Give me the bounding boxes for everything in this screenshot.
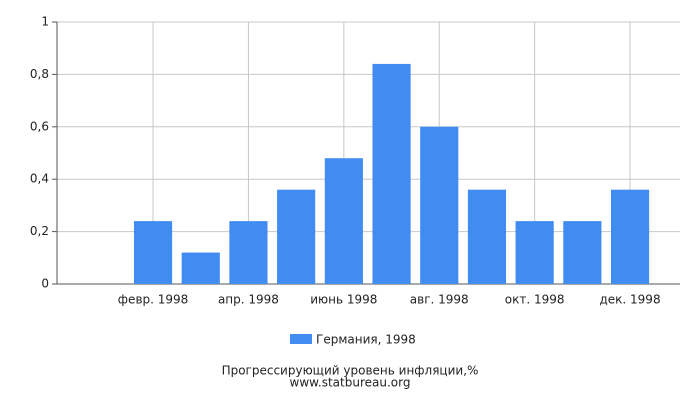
legend-swatch <box>290 334 312 344</box>
bar <box>181 252 220 284</box>
chart-subtitle: www.statbureau.org <box>290 376 411 390</box>
bar <box>420 126 459 284</box>
x-tick-label: июнь 1998 <box>310 293 377 307</box>
x-tick-label: февр. 1998 <box>118 293 189 307</box>
bar <box>229 221 268 284</box>
x-tick-label: авг. 1998 <box>410 293 469 307</box>
x-tick-label: апр. 1998 <box>218 293 279 307</box>
chart-title: Прогрессирующий уровень инфляции,% <box>222 364 479 378</box>
y-tick-label: 0,8 <box>30 67 49 81</box>
y-tick-label: 0,6 <box>30 119 49 133</box>
y-tick-label: 1 <box>41 15 49 29</box>
x-tick-label: окт. 1998 <box>505 293 565 307</box>
bar <box>133 221 173 284</box>
bar <box>372 63 411 284</box>
x-tick-label: дек. 1998 <box>599 293 660 307</box>
legend-label: Германия, 1998 <box>316 333 416 347</box>
bar <box>610 189 650 284</box>
bar <box>277 189 316 284</box>
y-tick-label: 0 <box>41 277 49 291</box>
bar <box>563 221 602 284</box>
y-tick-label: 0,2 <box>30 224 49 238</box>
bar <box>467 189 507 284</box>
bar <box>324 158 363 284</box>
bar <box>515 221 554 284</box>
y-tick-label: 0,4 <box>30 172 49 186</box>
